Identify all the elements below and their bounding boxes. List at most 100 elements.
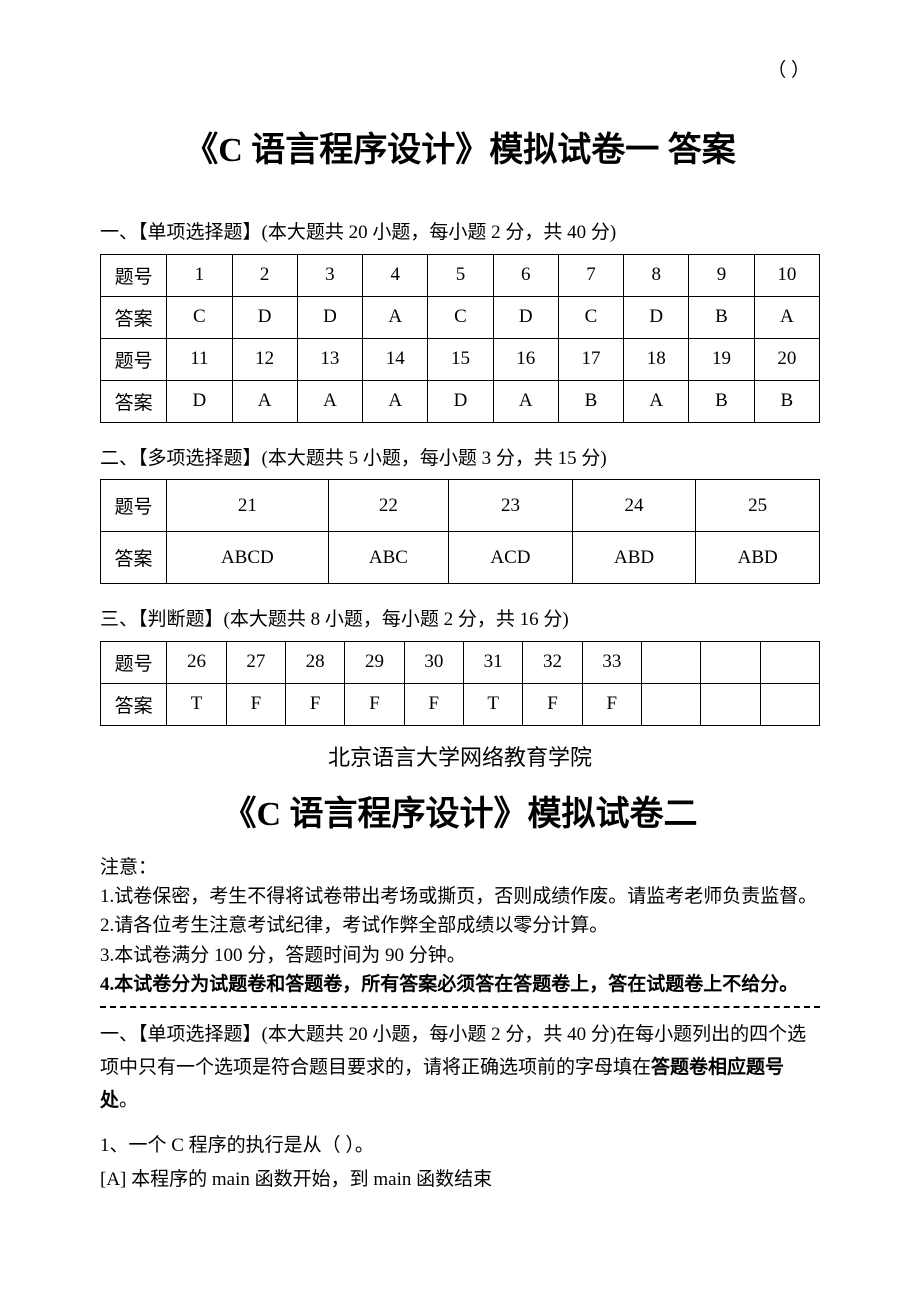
num-cell: 4: [363, 254, 428, 296]
ans-cell: A: [297, 380, 362, 422]
ans-cell: ABC: [328, 532, 448, 584]
paper2-title: 《C 语言程序设计》模拟试卷二: [100, 786, 820, 835]
num-cell: 17: [558, 338, 623, 380]
ans-cell: ABD: [572, 532, 696, 584]
num-cell: 29: [345, 641, 404, 683]
instr-text: 一、【单项选择题】(本大题共 20 小题，每小题 2 分，共 40 分)在每小题…: [100, 1024, 806, 1045]
school-subtitle: 北京语言大学网络教育学院: [100, 740, 820, 772]
ans-cell: C: [428, 296, 493, 338]
row-label-num: 题号: [101, 338, 167, 380]
notes-line-bold: 4.本试卷分为试题卷和答题卷，所有答案必须答在答题卷上，答在试题卷上不给分。: [100, 970, 820, 999]
num-cell: 32: [523, 641, 582, 683]
ans-cell: ABCD: [167, 532, 329, 584]
num-cell: [641, 641, 700, 683]
dashed-separator: [100, 1006, 820, 1008]
ans-cell: T: [464, 683, 523, 725]
answer-key-title: 《C 语言程序设计》模拟试卷一 答案: [100, 122, 820, 171]
num-cell: 21: [167, 480, 329, 532]
ans-cell: A: [232, 380, 297, 422]
num-cell: 12: [232, 338, 297, 380]
num-cell: 14: [363, 338, 428, 380]
num-cell: 18: [624, 338, 689, 380]
ans-cell: F: [404, 683, 463, 725]
ans-cell: D: [493, 296, 558, 338]
instr-text: 。: [119, 1090, 138, 1111]
section3-intro: 三、【判断题】(本大题共 8 小题，每小题 2 分，共 16 分): [100, 606, 820, 635]
num-cell: 13: [297, 338, 362, 380]
ans-cell: D: [624, 296, 689, 338]
ans-cell: B: [689, 296, 754, 338]
num-cell: 26: [167, 641, 226, 683]
num-cell: 31: [464, 641, 523, 683]
instr-text: 项中只有一个选项是符合题目要求的，请将正确选项前的字母填在: [100, 1057, 651, 1078]
ans-cell: A: [363, 296, 428, 338]
num-cell: 25: [696, 480, 820, 532]
section3-table: 题号 26 27 28 29 30 31 32 33 答案 T F F F F …: [100, 641, 820, 726]
top-paren: （ ）: [100, 55, 820, 82]
ans-cell: D: [297, 296, 362, 338]
num-cell: 22: [328, 480, 448, 532]
ans-cell: B: [558, 380, 623, 422]
ans-cell: C: [558, 296, 623, 338]
instruction-para: 一、【单项选择题】(本大题共 20 小题，每小题 2 分，共 40 分)在每小题…: [100, 1018, 820, 1118]
ans-cell: F: [286, 683, 345, 725]
ans-cell: A: [624, 380, 689, 422]
row-label-ans: 答案: [101, 683, 167, 725]
section2-intro: 二、【多项选择题】(本大题共 5 小题，每小题 3 分，共 15 分): [100, 445, 820, 474]
row-label-num: 题号: [101, 480, 167, 532]
section1-table: 题号 1 2 3 4 5 6 7 8 9 10 答案 C D D A C D C…: [100, 254, 820, 423]
table-row: 答案 ABCD ABC ACD ABD ABD: [101, 532, 820, 584]
num-cell: 10: [754, 254, 819, 296]
num-cell: 33: [582, 641, 641, 683]
ans-cell: F: [582, 683, 641, 725]
num-cell: 9: [689, 254, 754, 296]
notes-head: 注意：: [100, 853, 820, 882]
notes-line: 2.请各位考生注意考试纪律，考试作弊全部成绩以零分计算。: [100, 911, 820, 940]
num-cell: 23: [449, 480, 573, 532]
ans-cell: ACD: [449, 532, 573, 584]
num-cell: 5: [428, 254, 493, 296]
num-cell: 1: [167, 254, 232, 296]
ans-cell: A: [754, 296, 819, 338]
num-cell: 7: [558, 254, 623, 296]
table-row: 答案 T F F F F T F F: [101, 683, 820, 725]
ans-cell: D: [167, 380, 232, 422]
ans-cell: [701, 683, 760, 725]
ans-cell: D: [232, 296, 297, 338]
table-row: 题号 1 2 3 4 5 6 7 8 9 10: [101, 254, 820, 296]
ans-cell: F: [226, 683, 285, 725]
ans-cell: F: [523, 683, 582, 725]
notes-line: 1.试卷保密，考生不得将试卷带出考场或撕页，否则成绩作废。请监考老师负责监督。: [100, 882, 820, 911]
table-row: 题号 26 27 28 29 30 31 32 33: [101, 641, 820, 683]
table-row: 答案 D A A A D A B A B B: [101, 380, 820, 422]
table-row: 答案 C D D A C D C D B A: [101, 296, 820, 338]
q1-line2: [A] 本程序的 main 函数开始，到 main 函数结束: [100, 1165, 820, 1194]
q1-line1: 1、一个 C 程序的执行是从（ ）。: [100, 1131, 820, 1160]
num-cell: 20: [754, 338, 819, 380]
ans-cell: C: [167, 296, 232, 338]
ans-cell: [760, 683, 819, 725]
num-cell: 19: [689, 338, 754, 380]
num-cell: 6: [493, 254, 558, 296]
row-label-ans: 答案: [101, 532, 167, 584]
section2-table: 题号 21 22 23 24 25 答案 ABCD ABC ACD ABD AB…: [100, 479, 820, 584]
section1-intro: 一、【单项选择题】(本大题共 20 小题，每小题 2 分，共 40 分): [100, 219, 820, 248]
ans-cell: D: [428, 380, 493, 422]
num-cell: 15: [428, 338, 493, 380]
num-cell: 24: [572, 480, 696, 532]
num-cell: [701, 641, 760, 683]
notes-block: 注意： 1.试卷保密，考生不得将试卷带出考场或撕页，否则成绩作废。请监考老师负责…: [100, 853, 820, 1000]
ans-cell: T: [167, 683, 226, 725]
ans-cell: F: [345, 683, 404, 725]
row-label-ans: 答案: [101, 380, 167, 422]
row-label-ans: 答案: [101, 296, 167, 338]
ans-cell: A: [363, 380, 428, 422]
num-cell: 2: [232, 254, 297, 296]
num-cell: 27: [226, 641, 285, 683]
num-cell: 8: [624, 254, 689, 296]
num-cell: 30: [404, 641, 463, 683]
num-cell: [760, 641, 819, 683]
table-row: 题号 11 12 13 14 15 16 17 18 19 20: [101, 338, 820, 380]
ans-cell: B: [754, 380, 819, 422]
num-cell: 28: [286, 641, 345, 683]
